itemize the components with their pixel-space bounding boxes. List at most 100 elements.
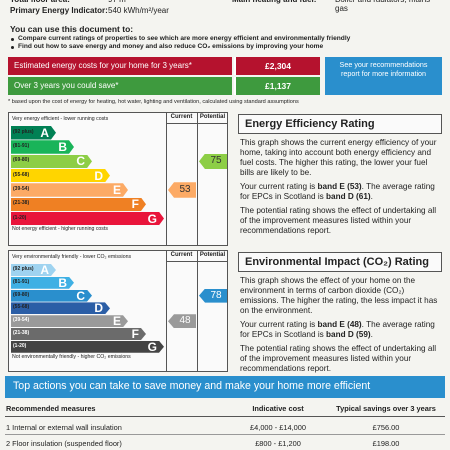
band-bar: (1-20) G	[11, 212, 164, 226]
table-rule	[5, 416, 445, 417]
band-bar: (55-68) D	[11, 302, 110, 314]
band-bar: (21-38) F	[11, 198, 146, 212]
column-divider	[166, 251, 167, 371]
text: Your current rating is	[240, 182, 318, 191]
table-header: Indicative cost	[252, 404, 304, 413]
current-value: 53	[179, 183, 191, 195]
band-range: (55-68)	[13, 171, 30, 178]
table-cell: £198.00	[372, 439, 400, 448]
pei-label: Primary Energy Indicator:	[10, 6, 108, 15]
band-range: (92 plus)	[13, 128, 34, 135]
intro-title: You can use this document to:	[10, 24, 134, 34]
paragraph: This graph shows the current energy effi…	[240, 138, 442, 178]
heating-value: Boiler and radiators, mains gas	[335, 0, 430, 13]
band-letter: E	[112, 314, 121, 329]
bullet-dot	[11, 38, 14, 41]
band-letter: D	[94, 168, 103, 183]
band-range: (1-20)	[13, 342, 27, 349]
paragraph: Your current rating is band E (53). The …	[240, 182, 442, 202]
header-divider	[166, 123, 228, 124]
potential-arrow: 75	[199, 153, 227, 170]
intro-bullet: Find out how to save energy and money an…	[18, 43, 324, 50]
band-bar: (21-38) F	[11, 328, 146, 340]
potential-header: Potential	[199, 252, 226, 258]
band-letter: E	[112, 182, 121, 197]
header-divider	[166, 261, 228, 262]
column-divider	[197, 113, 198, 245]
floor-value: 97 m²	[108, 0, 128, 4]
text: .	[370, 192, 373, 201]
bold-text: band E (48)	[317, 320, 362, 329]
band-bar: (81-91) B	[11, 277, 74, 289]
rating-text: This graph shows the current energy effi…	[240, 138, 442, 240]
column-divider	[166, 113, 167, 245]
bold-text: band D (61)	[326, 192, 371, 201]
current-value: 48	[179, 315, 191, 327]
table-cell: 2 Floor insulation (suspended floor)	[6, 439, 122, 448]
table-cell: 1 Internal or external wall insulation	[6, 423, 122, 432]
bold-text: band D (59)	[326, 330, 371, 339]
potential-arrow: 78	[199, 288, 227, 303]
table-cell: £800 - £1,200	[255, 439, 301, 448]
band-letter: G	[147, 211, 157, 226]
table-header: Typical savings over 3 years	[336, 404, 436, 413]
text: . The average rating for EPCs in Scotlan…	[240, 182, 435, 201]
current-header: Current	[170, 114, 193, 120]
band-bar: (55-68) D	[11, 169, 110, 183]
text: The potential rating shows the effect of…	[240, 344, 437, 373]
bottom-label: Not environmentally friendly - higher CO…	[12, 353, 131, 360]
top-label: Very environmentally friendly - lower CO…	[12, 254, 132, 260]
cost-note: See your recommendations report for more…	[325, 57, 442, 95]
cost-label: Estimated energy costs for your home for…	[8, 57, 232, 75]
rating-chart: Current Potential Very energy efficient - …	[8, 112, 228, 246]
paragraph: This graph shows the effect of your home…	[240, 276, 442, 316]
band-bar: (39-54) E	[11, 315, 128, 327]
band-range: (1-20)	[13, 214, 27, 221]
band-range: (21-38)	[13, 330, 30, 336]
cost-label: Over 3 years you could save*	[8, 77, 232, 95]
band-letter: C	[76, 288, 85, 303]
text: Your current rating is	[240, 320, 318, 329]
table-rule	[5, 434, 445, 435]
table-cell: £4,000 - £14,000	[250, 423, 306, 432]
band-range: (92 plus)	[13, 266, 34, 272]
band-range: (81-91)	[13, 278, 30, 285]
potential-value: 78	[210, 289, 222, 301]
bullet-dot	[11, 46, 14, 49]
paragraph: Your current rating is band E (48). The …	[240, 320, 442, 340]
band-letter: C	[76, 154, 85, 169]
text: . The average rating for EPCs in Scotlan…	[240, 320, 435, 339]
band-range: (39-54)	[13, 317, 30, 324]
band-bar: (39-54) E	[11, 183, 128, 197]
band-letter: B	[58, 275, 67, 290]
actions-banner: Top actions you can take to save money a…	[5, 376, 445, 398]
band-range: (39-54)	[13, 185, 30, 192]
paragraph: The potential rating shows the effect of…	[240, 206, 442, 236]
band-letter: B	[58, 140, 67, 155]
text: This graph shows the effect of your home…	[240, 276, 438, 315]
band-letter: G	[147, 339, 157, 354]
band-bar: (92 plus) A	[11, 264, 56, 276]
band-letter: F	[131, 197, 139, 212]
text: This graph shows the current energy effi…	[240, 138, 437, 177]
cost-footnote: * based upon the cost of energy for heat…	[8, 99, 299, 105]
rating-text: This graph shows the effect of your home…	[240, 276, 442, 378]
band-range: (69-80)	[13, 157, 30, 164]
rating-heading: Energy Efficiency Rating	[238, 114, 442, 134]
potential-header: Potential	[199, 114, 226, 120]
bottom-label: Not energy efficient - higher running co…	[12, 226, 108, 233]
floor-label: Total floor area:	[10, 0, 70, 4]
current-header: Current	[170, 252, 193, 258]
band-bar: (92 plus) A	[11, 126, 56, 140]
band-letter: D	[94, 301, 103, 316]
heating-label: Main heating and fuel:	[232, 0, 316, 4]
band-letter: A	[40, 125, 49, 140]
band-bar: (1-20) G	[11, 341, 164, 353]
band-bar: (69-80) C	[11, 290, 92, 302]
rating-chart: Current Potential Very environmentally fri…	[8, 250, 228, 372]
band-bar: (69-80) C	[11, 155, 92, 169]
top-label: Very energy efficient - lower running co…	[12, 116, 109, 122]
pei-value: 540 kWh/m²/year	[108, 6, 169, 15]
current-arrow: 48	[168, 314, 196, 329]
